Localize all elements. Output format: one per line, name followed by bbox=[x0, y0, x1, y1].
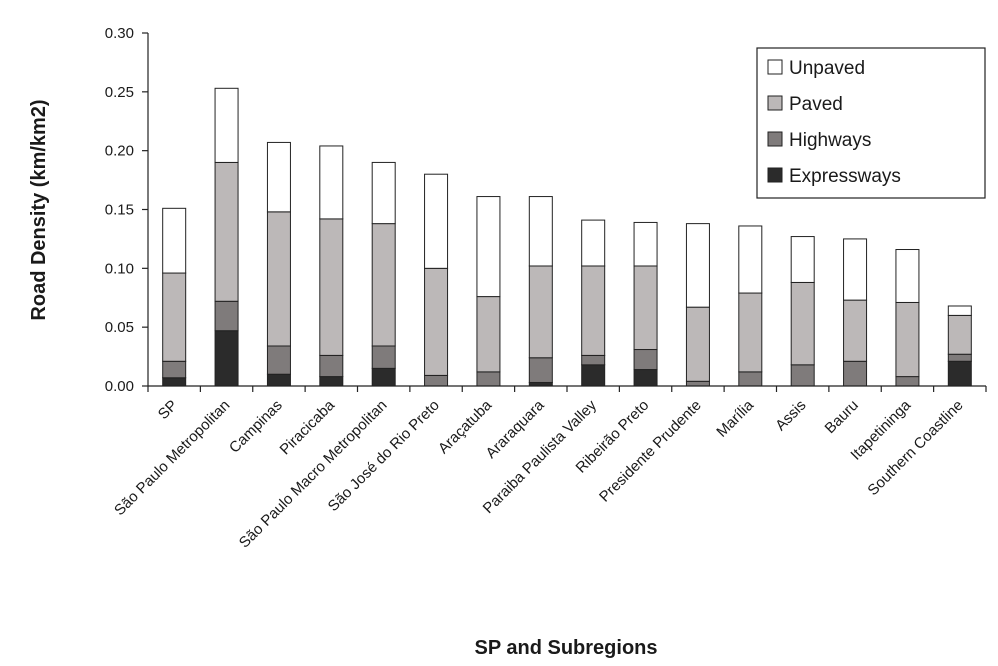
y-tick-label: 0.00 bbox=[105, 378, 134, 395]
bar-segment-expressways bbox=[947, 360, 972, 387]
bar-segment-paved bbox=[581, 265, 606, 356]
y-tick-label: 0.15 bbox=[105, 202, 134, 219]
bar-segment-unpaved bbox=[319, 145, 344, 220]
bar-segment-unpaved bbox=[738, 225, 763, 294]
bar-segment-paved bbox=[685, 306, 710, 382]
bar-segment-highways bbox=[528, 357, 553, 383]
bar-segment-unpaved bbox=[790, 236, 815, 283]
bar-segment-unpaved bbox=[581, 219, 606, 267]
bar-segment-expressways bbox=[214, 330, 239, 387]
bar-segment-highways bbox=[162, 360, 187, 379]
y-tick-label: 0.25 bbox=[105, 84, 134, 101]
bar-segment-paved bbox=[738, 292, 763, 373]
bar-segment-unpaved bbox=[214, 87, 239, 163]
bar-segment-highways bbox=[790, 364, 815, 387]
bar-segment-paved bbox=[843, 299, 868, 362]
x-tick-label: SP bbox=[155, 397, 181, 423]
x-tick-label: Assis bbox=[772, 397, 809, 434]
bar-segment-expressways bbox=[633, 369, 658, 387]
bar-segment-highways bbox=[633, 349, 658, 371]
legend-label-unpaved: Unpaved bbox=[789, 58, 865, 79]
bars-layer bbox=[162, 87, 972, 387]
bar-segment-highways bbox=[843, 360, 868, 387]
bar-segment-paved bbox=[319, 218, 344, 356]
bar-segment-unpaved bbox=[476, 196, 501, 298]
bar-segment-paved bbox=[895, 301, 920, 378]
bar-segment-highways bbox=[947, 353, 972, 362]
bar-segment-paved bbox=[266, 211, 291, 347]
bar-segment-expressways bbox=[162, 377, 187, 387]
bar-segment-highways bbox=[895, 376, 920, 387]
bar-segment-expressways bbox=[319, 376, 344, 387]
x-axis-title: SP and Subregions bbox=[475, 637, 658, 659]
bar-segment-unpaved bbox=[528, 196, 553, 267]
legend-swatch-paved bbox=[767, 95, 783, 111]
bar-segment-expressways bbox=[371, 367, 396, 387]
y-tick-label: 0.05 bbox=[105, 319, 134, 336]
y-tick-label: 0.30 bbox=[105, 25, 134, 42]
x-tick-label: Southern Coastline bbox=[864, 397, 966, 499]
bar-segment-highways bbox=[266, 345, 291, 375]
bar-segment-unpaved bbox=[633, 221, 658, 267]
bar-segment-highways bbox=[581, 354, 606, 366]
legend-swatch-unpaved bbox=[767, 59, 783, 75]
x-tick-label: Marília bbox=[713, 396, 757, 440]
bar-segment-paved bbox=[633, 265, 658, 351]
legend: Unpaved Paved Highways Expressways bbox=[756, 47, 986, 199]
bar-segment-paved bbox=[476, 296, 501, 373]
legend-swatch-highways bbox=[767, 131, 783, 147]
bar-segment-unpaved bbox=[162, 207, 187, 274]
bar-segment-highways bbox=[371, 345, 396, 369]
bar-segment-unpaved bbox=[685, 223, 710, 308]
bar-segment-paved bbox=[214, 161, 239, 302]
bar-segment-highways bbox=[738, 371, 763, 387]
axes-layer bbox=[142, 32, 987, 392]
bar-segment-highways bbox=[685, 380, 710, 387]
bar-segment-unpaved bbox=[371, 161, 396, 225]
bar-segment-unpaved bbox=[843, 238, 868, 301]
bar-segment-expressways bbox=[266, 373, 291, 387]
x-tick-label: Bauru bbox=[822, 397, 862, 437]
bar-segment-highways bbox=[424, 374, 449, 387]
bar-segment-paved bbox=[424, 267, 449, 376]
legend-swatch-expressways bbox=[767, 167, 783, 183]
y-tick-labels: 0.00 0.05 0.10 0.15 0.20 0.25 0.30 bbox=[105, 25, 134, 395]
bar-segment-highways bbox=[319, 354, 344, 378]
bar-segment-paved bbox=[528, 265, 553, 359]
bar-segment-expressways bbox=[581, 364, 606, 387]
y-tick-label: 0.10 bbox=[105, 260, 134, 277]
bar-segment-unpaved bbox=[266, 141, 291, 213]
x-tick-label: Presidente Prudente bbox=[596, 397, 705, 506]
bar-segment-unpaved bbox=[947, 305, 972, 316]
bar-segment-unpaved bbox=[895, 249, 920, 303]
legend-label-paved: Paved bbox=[789, 94, 843, 115]
bar-segment-unpaved bbox=[424, 173, 449, 269]
bar-segment-highways bbox=[214, 300, 239, 332]
bar-segment-paved bbox=[162, 272, 187, 362]
legend-label-highways: Highways bbox=[789, 130, 871, 151]
bar-segment-paved bbox=[371, 223, 396, 347]
legend-box bbox=[756, 47, 986, 199]
bar-segment-paved bbox=[790, 281, 815, 366]
legend-label-expressways: Expressways bbox=[789, 166, 901, 187]
y-axis-title: Road Density (km/km2) bbox=[28, 99, 50, 320]
y-tick-label: 0.20 bbox=[105, 143, 134, 160]
bar-segment-paved bbox=[947, 314, 972, 355]
bar-segment-highways bbox=[476, 371, 501, 387]
